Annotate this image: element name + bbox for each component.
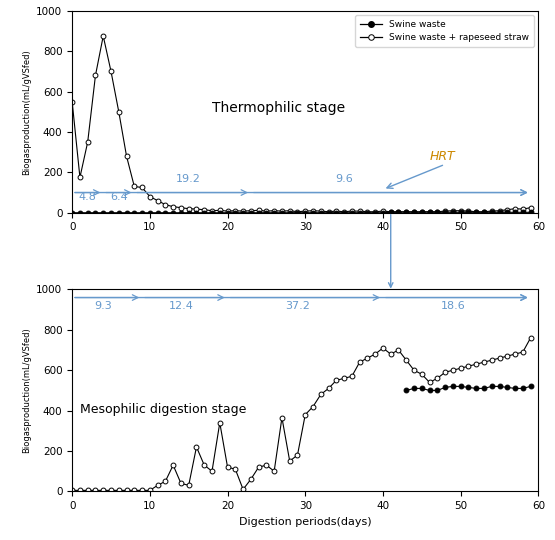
Text: 9.3: 9.3 [94, 301, 112, 310]
Y-axis label: Biogasproduction(mL/gVSfed): Biogasproduction(mL/gVSfed) [22, 49, 31, 174]
Text: Thermophilic stage: Thermophilic stage [212, 101, 345, 115]
Text: 4.8: 4.8 [79, 192, 97, 201]
Text: 6.4: 6.4 [110, 192, 128, 201]
Text: Mesophilic digestion stage: Mesophilic digestion stage [80, 403, 246, 416]
X-axis label: Digestion periods(days): Digestion periods(days) [239, 517, 371, 526]
Text: 19.2: 19.2 [176, 174, 201, 185]
Legend: Swine waste, Swine waste + rapeseed straw: Swine waste, Swine waste + rapeseed stra… [355, 15, 534, 47]
Text: 37.2: 37.2 [285, 301, 310, 310]
Text: 18.6: 18.6 [441, 301, 465, 310]
Text: 9.6: 9.6 [335, 174, 353, 185]
Y-axis label: Biogasproduction(mL/gVSfed): Biogasproduction(mL/gVSfed) [22, 328, 31, 453]
Text: HRT: HRT [430, 150, 455, 163]
Text: 12.4: 12.4 [169, 301, 193, 310]
